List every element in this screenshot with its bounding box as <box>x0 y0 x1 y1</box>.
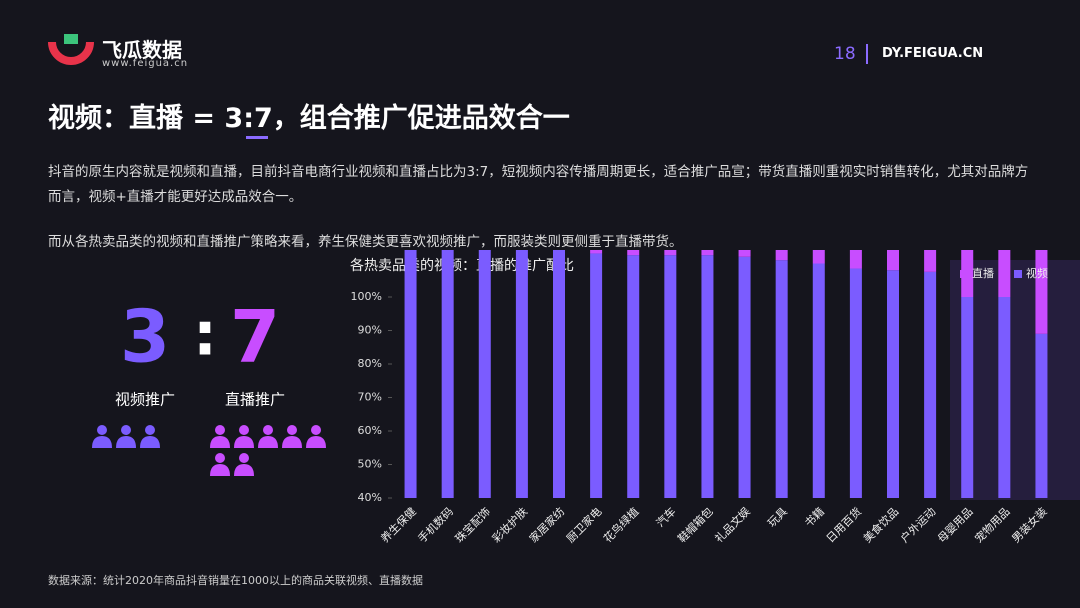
x-tick-label: 书籍 <box>802 504 827 529</box>
brand-url: www.feigua.cn <box>102 58 189 69</box>
bar-segment <box>849 268 862 498</box>
person-icons <box>210 425 326 476</box>
site: DY.FEIGUA.CN <box>882 46 984 61</box>
divider <box>866 44 868 64</box>
x-tick-label: 美食饮品 <box>860 504 901 545</box>
bar-segment <box>664 255 677 498</box>
bar-segment <box>738 250 751 257</box>
x-tick-label: 彩妆护肤 <box>489 504 530 545</box>
ratio-number: 3 <box>120 295 170 379</box>
bar-segment <box>775 250 788 261</box>
legend-swatch <box>960 270 968 278</box>
bar-segment <box>812 250 825 264</box>
ratio-number: 7 <box>230 295 280 379</box>
legend-label: 直播 <box>972 266 994 280</box>
slide-title: 视频：直播 = 3:7，组合推广促进品效合一 <box>48 103 570 134</box>
logo-icon <box>48 34 94 65</box>
brand: 飞瓜数据 <box>102 38 182 62</box>
bar-segment <box>590 253 603 498</box>
x-tick-label: 户外运动 <box>897 504 938 545</box>
bar-segment <box>998 250 1011 297</box>
y-tick-label: 80% <box>358 357 382 370</box>
x-tick-label: 玩具 <box>765 505 790 530</box>
bar-segment <box>1035 333 1048 498</box>
legend-swatch <box>1014 270 1022 278</box>
bar-segment <box>775 260 788 498</box>
bar-segment <box>590 250 603 254</box>
x-tick-label: 手机数码 <box>415 504 456 545</box>
y-tick-label: 70% <box>358 391 382 404</box>
x-tick-label: 母婴用品 <box>935 505 975 545</box>
chart-title: 各热卖品类的视频：直播的推广配比 <box>350 257 574 274</box>
x-tick-label: 家居家纺 <box>526 504 567 545</box>
x-tick-label: 厨卫家电 <box>563 504 604 545</box>
x-tick-label: 鞋帽箱包 <box>675 504 716 545</box>
person-icons <box>92 425 160 448</box>
bar-segment <box>738 256 751 498</box>
bar-segment <box>849 250 862 269</box>
paragraph: 而从各热卖品类的视频和直播推广策略来看，养生保健类更喜欢视频推广，而服装类则更侧… <box>48 234 683 250</box>
x-tick-label: 男装女装 <box>1009 504 1050 545</box>
ratio-label: 直播推广 <box>225 391 285 409</box>
bar-segment <box>887 250 899 271</box>
x-tick-label: 汽车 <box>653 504 678 529</box>
bar-segment <box>515 250 528 498</box>
x-tick-label: 花鸟绿植 <box>600 504 641 545</box>
y-tick-label: 50% <box>358 458 382 471</box>
y-tick-label: 40% <box>358 491 382 504</box>
paragraph: 抖音的原生内容就是视频和直播，目前抖音电商行业视频和直播占比为3:7，短视频内容… <box>48 164 1029 205</box>
bar-segment <box>627 250 640 256</box>
legend-label: 视频 <box>1026 266 1048 280</box>
bar-segment <box>1035 250 1048 334</box>
ratio-panel: 3 视频推广 7 直播推广: <box>92 295 326 476</box>
bar-segment <box>441 250 454 499</box>
bar-segment <box>961 297 974 498</box>
x-tick-label: 礼品文娱 <box>712 504 753 545</box>
x-tick-label: 珠宝配饰 <box>452 504 493 545</box>
chart: 各热卖品类的视频：直播的推广配比 40% 50% 60% 70% 80% 90% 100% 养… <box>350 250 1080 545</box>
source: 数据来源：统计2020年商品抖音销量在1000以上的商品关联视频、直播数据 <box>48 574 423 587</box>
y-tick-label: 90% <box>358 324 382 337</box>
bar-segment <box>701 255 714 498</box>
y-tick-label: 100% <box>351 290 382 303</box>
bar-segment <box>478 250 491 499</box>
bar-segment <box>924 271 937 498</box>
ratio-separator: : <box>193 300 217 370</box>
underline <box>246 136 268 139</box>
x-tick-label: 日用百货 <box>823 504 864 545</box>
bar-segment <box>627 255 640 498</box>
ratio-label: 视频推广 <box>115 391 175 409</box>
bar-segment <box>553 250 565 498</box>
y-tick-label: 60% <box>358 424 382 437</box>
bar-segment <box>812 263 825 498</box>
bar-segment <box>998 297 1011 498</box>
bar-segment <box>887 270 899 498</box>
x-tick-label: 宠物用品 <box>972 504 1013 545</box>
bar-segment <box>924 250 937 272</box>
x-tick-label: 养生保健 <box>378 504 419 545</box>
bar-segment <box>404 250 417 498</box>
page-number: 18 <box>834 44 856 64</box>
bar-segment <box>701 250 714 256</box>
bar-segment <box>664 250 677 256</box>
